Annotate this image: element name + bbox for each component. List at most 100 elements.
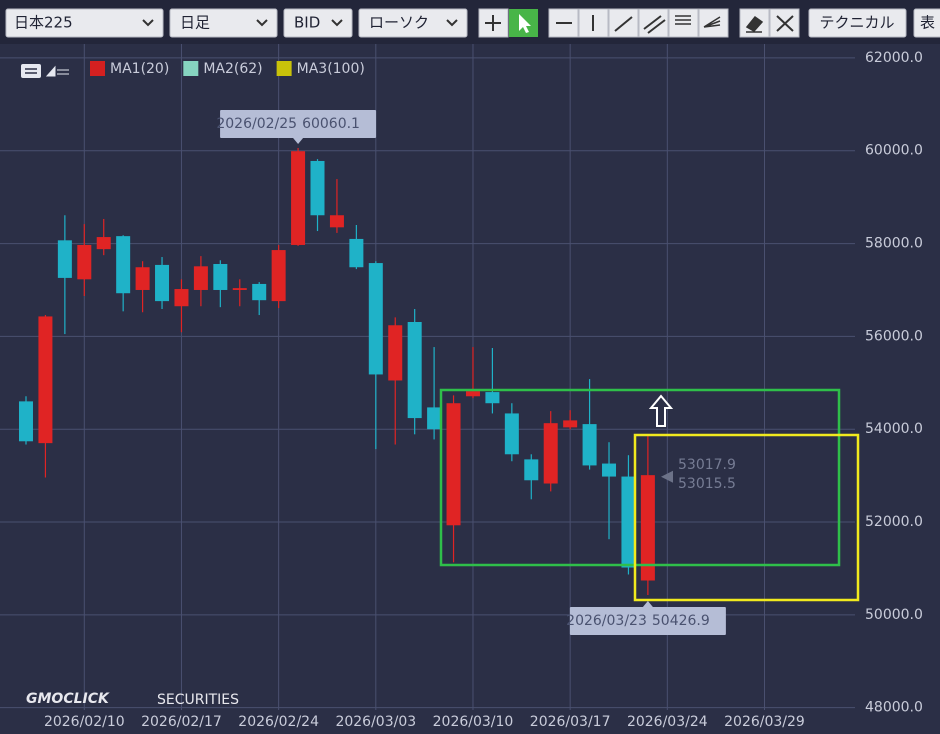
y-tick-label: 54000.0 <box>865 421 923 437</box>
dropdown-arrow <box>256 19 268 27</box>
candle-body <box>310 160 325 216</box>
trendline-icon <box>614 16 633 32</box>
candle-body <box>213 263 228 290</box>
crosshair-icon <box>485 15 501 31</box>
legend-swatch <box>90 61 105 76</box>
tooltip-box <box>220 109 377 138</box>
x-tick-label: 2026/03/10 <box>433 714 514 730</box>
candle-body <box>193 266 208 290</box>
legend-swatch <box>183 61 199 76</box>
tooltip-date: 2026/03/23 <box>566 613 647 629</box>
legend-label: MA3(100) <box>297 61 365 77</box>
channel-icon <box>643 15 666 34</box>
table-label: 表 <box>920 14 935 32</box>
table-button[interactable] <box>913 8 940 38</box>
x-tick-label: 2026/03/17 <box>530 714 611 730</box>
price-pointer <box>661 470 673 483</box>
dropdown-arrow <box>142 19 154 27</box>
price-label: 53017.9 <box>678 457 736 473</box>
candle-body <box>640 475 655 581</box>
legend-label: MA2(62) <box>203 61 262 77</box>
candle-body <box>174 289 189 307</box>
price-type-dropdown[interactable] <box>283 8 353 38</box>
candle-body <box>96 237 111 250</box>
pointer-icon <box>519 14 531 33</box>
tooltip-value: 60060.1 <box>302 116 360 132</box>
period-label: 日足 <box>180 14 210 32</box>
candle-body <box>232 288 247 290</box>
candle-body <box>291 151 306 245</box>
y-tick-label: 52000.0 <box>865 514 923 530</box>
y-tick-label: 58000.0 <box>865 236 923 252</box>
candle-body <box>18 401 33 442</box>
legend-label: MA1(20) <box>110 61 169 77</box>
candle-body <box>77 244 92 280</box>
x-tick-label: 2026/02/24 <box>238 714 319 730</box>
candle-body <box>446 403 461 526</box>
candle-body <box>427 407 442 430</box>
chart-style-label: ローソク <box>369 14 429 32</box>
watermark-suffix: SECURITIES <box>157 692 239 708</box>
tooltip-date: 2026/02/25 <box>216 116 297 132</box>
candle-body <box>368 263 383 375</box>
technical-button[interactable] <box>808 8 907 38</box>
green-box-annotation <box>439 388 841 567</box>
candle-body <box>388 325 403 381</box>
y-tick-label: 62000.0 <box>865 50 923 66</box>
clear-icon <box>776 15 794 32</box>
price-label: 53015.5 <box>678 476 736 492</box>
fibo-retrace-button[interactable] <box>668 8 699 38</box>
y-tick-label: 50000.0 <box>865 607 923 623</box>
eraser-icon <box>745 15 764 33</box>
candle-body <box>602 463 617 477</box>
dropdown-arrow <box>331 19 343 27</box>
x-tick-label: 2026/03/29 <box>724 714 805 730</box>
y-tick-label: 60000.0 <box>865 143 923 159</box>
comment-icon[interactable] <box>21 64 41 78</box>
candle-body <box>155 264 170 302</box>
x-tick-label: 2026/02/10 <box>44 714 125 730</box>
candle-body <box>116 236 131 294</box>
candle-body <box>543 423 558 484</box>
comment-icon-lines <box>25 68 37 74</box>
candle-body <box>582 424 597 466</box>
watermark-brand: GMOCLICK <box>26 691 110 707</box>
tooltip-value: 50426.9 <box>652 613 710 629</box>
candle-body <box>57 240 72 278</box>
candle-body <box>135 267 150 290</box>
x-tick-label: 2026/03/24 <box>627 714 708 730</box>
chart-style-dropdown[interactable] <box>358 8 468 38</box>
candle-body <box>504 413 519 455</box>
candle-body <box>38 316 53 444</box>
technical-label: テクニカル <box>819 14 894 32</box>
draw-icon[interactable] <box>45 65 69 77</box>
tooltip-pointer <box>293 137 304 144</box>
y-tick-label: 56000.0 <box>865 328 923 344</box>
candle-body <box>621 476 636 568</box>
x-tick-label: 2026/03/03 <box>335 714 416 730</box>
symbol-label: 日本225 <box>14 14 73 32</box>
candle-body <box>329 215 344 228</box>
candle-body <box>563 420 578 428</box>
candle-body <box>407 322 422 419</box>
tooltip-box <box>569 607 726 636</box>
candle-body <box>271 250 286 302</box>
candle-body <box>349 238 364 268</box>
period-dropdown[interactable] <box>169 8 278 38</box>
tooltip-pointer <box>642 601 653 608</box>
yellow-box-annotation <box>633 433 860 602</box>
candle-body <box>485 392 500 404</box>
symbol-dropdown[interactable] <box>5 8 164 38</box>
y-tick-label: 48000.0 <box>865 700 923 716</box>
channel-button[interactable] <box>638 8 669 38</box>
price-type-label: BID <box>294 14 320 32</box>
dropdown-arrow <box>446 19 458 27</box>
candle-body <box>252 283 267 301</box>
fan-icon <box>703 16 721 28</box>
legend-swatch <box>276 61 292 76</box>
x-tick-label: 2026/02/17 <box>141 714 222 730</box>
fibo-icon <box>675 15 691 25</box>
